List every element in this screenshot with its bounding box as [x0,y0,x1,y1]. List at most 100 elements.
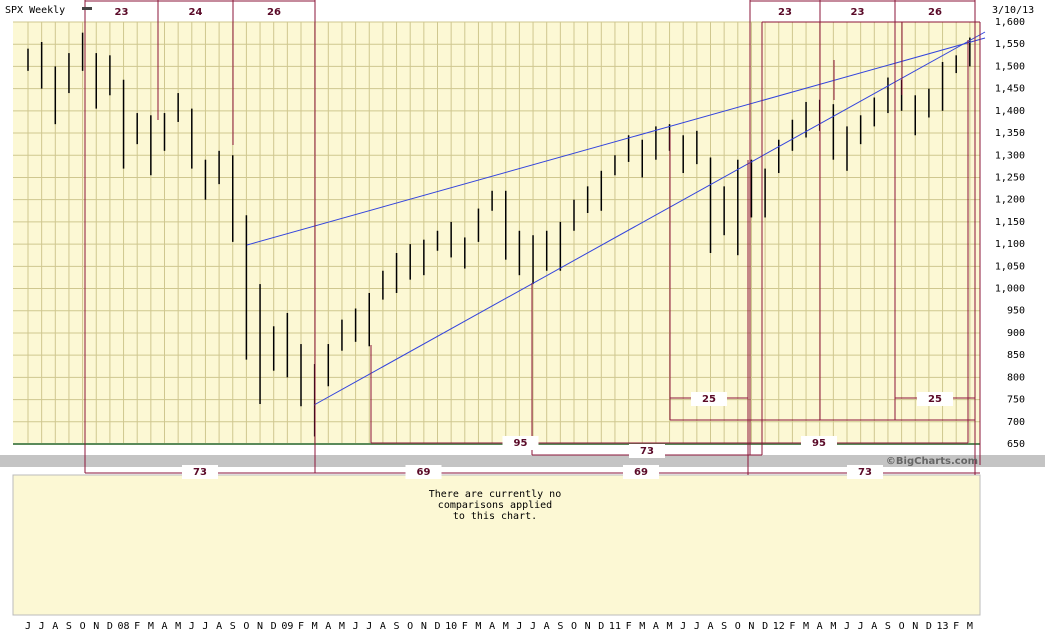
y-tick-label: 1,050 [995,261,1025,272]
x-tick-label: J [353,621,359,632]
cycle-label-box [177,5,214,19]
y-tick-label: 1,100 [995,239,1025,250]
x-tick-label: D [598,621,604,632]
x-tick-label: M [475,621,481,632]
x-tick-label: A [871,621,877,632]
cycle-label: 95 [514,438,528,449]
cycles: 23 24 26 23 23 26 95 73 95 25 25 73 69 69 73 [84,0,981,479]
y-tick-label: 1,000 [995,284,1025,295]
x-tick-label: N [912,621,918,632]
cycle-label: 73 [640,446,654,457]
y-tick-label: 1,150 [995,217,1025,228]
x-tick-label: S [66,621,72,632]
x-tick-label: 11 [609,621,621,632]
x-tick-label: J [25,621,31,632]
x-tick-label: N [748,621,754,632]
x-tick-label: A [161,621,167,632]
x-tick-label: J [39,621,45,632]
x-tick-label: M [148,621,154,632]
cycle-label-box [502,436,539,450]
y-tick-label: 1,550 [995,39,1025,50]
y-tick-label: 1,400 [995,106,1025,117]
y-tick-label: 850 [1007,350,1025,361]
x-tick-label: A [325,621,331,632]
legend-icon [82,7,92,10]
y-tick-label: 900 [1007,328,1025,339]
x-tick-label: A [817,621,823,632]
y-tick-label: 1,350 [995,128,1025,139]
cycle-label-box [629,444,665,458]
x-tick-label: M [339,621,345,632]
x-tick-label: F [134,621,140,632]
x-tick-label: A [380,621,386,632]
x-tick-label: 12 [773,621,785,632]
x-tick-label: M [312,621,318,632]
cycle-label: 26 [267,7,281,18]
x-tick-label: O [243,621,249,632]
x-tick-label: 08 [118,621,130,632]
cycle-label: 26 [928,7,942,18]
cycle-label: 73 [193,467,207,478]
x-tick-label: N [93,621,99,632]
separator-band [0,455,1045,467]
x-tick-label: M [830,621,836,632]
x-tick-label: M [503,621,509,632]
x-tick-label: D [271,621,277,632]
chart-title: SPX Weekly [5,5,65,16]
x-tick-label: 09 [281,621,293,632]
x-tick-label: M [667,621,673,632]
cycle-label: 69 [417,467,431,478]
comparison-note: to this chart. [453,511,537,522]
x-tick-label: J [844,621,850,632]
x-tick-label: 10 [445,621,457,632]
price-bars [27,32,971,437]
x-tick-label: F [298,621,304,632]
x-tick-label: J [516,621,522,632]
watermark: ©BigCharts.com [886,456,978,467]
cycle-label-box [847,465,883,479]
x-tick-label: S [885,621,891,632]
comparison-note: comparisons applied [438,500,552,511]
cycle-label-box [917,5,953,19]
x-tick-label: S [557,621,563,632]
x-tick-label: O [571,621,577,632]
cycle-label-box [767,5,803,19]
cycle-label-box [839,5,876,19]
x-tick-label: O [80,621,86,632]
x-tick-label: S [394,621,400,632]
date-label: 3/10/13 [992,5,1034,16]
y-tick-label: 700 [1007,417,1025,428]
x-tick-label: M [803,621,809,632]
cycle-label-box [182,465,218,479]
y-tick-label: 800 [1007,372,1025,383]
x-tick-label: A [216,621,222,632]
x-tick-label: J [858,621,864,632]
cycle-label: 25 [928,394,942,405]
cycle-label: 69 [634,467,648,478]
y-tick-label: 650 [1007,439,1025,450]
x-tick-label: D [107,621,113,632]
x-tick-label: 13 [937,621,949,632]
x-tick-label: J [694,621,700,632]
x-tick-label: O [735,621,741,632]
cycle-label-box [623,465,659,479]
comparison-note: There are currently no [429,489,561,500]
cycle-label: 25 [702,394,716,405]
grid [13,21,980,445]
cycle-label: 24 [189,7,203,18]
x-tick-label: F [626,621,632,632]
x-tick-label: J [680,621,686,632]
x-tick-label: J [189,621,195,632]
y-tick-label: 750 [1007,395,1025,406]
x-tick-label: S [721,621,727,632]
y-tick-label: 1,250 [995,172,1025,183]
x-tick-label: A [653,621,659,632]
y-tick-label: 950 [1007,306,1025,317]
x-tick-label: J [366,621,372,632]
trend-line [313,31,986,406]
cycle-label-box [256,5,292,19]
cycle-label-box [917,392,953,406]
x-tick-label: O [899,621,905,632]
x-tick-label: D [762,621,768,632]
